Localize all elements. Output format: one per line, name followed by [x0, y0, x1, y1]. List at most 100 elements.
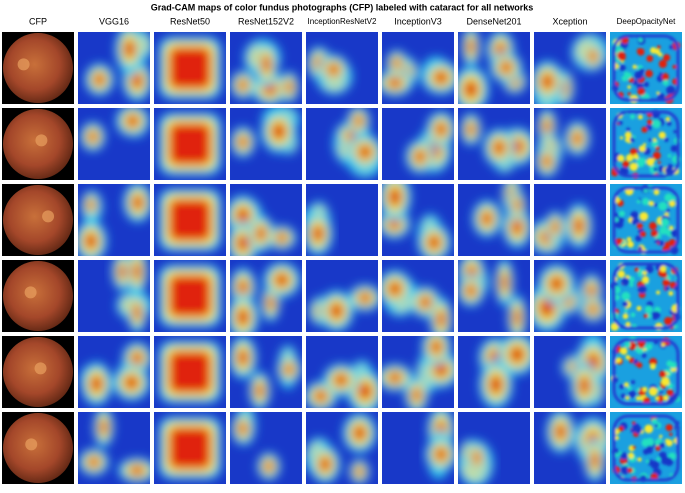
gradcam-map [230, 108, 302, 180]
heat-spot [636, 199, 641, 204]
heat-red [129, 465, 145, 476]
heat-red [355, 466, 364, 477]
heat [612, 184, 680, 255]
fundus [3, 413, 73, 483]
heat-spot [621, 277, 630, 286]
heat-spot [618, 53, 626, 61]
heat-red [388, 187, 402, 207]
heat [159, 265, 221, 327]
heat-spot [641, 353, 647, 359]
heat-spot [652, 151, 661, 160]
heat [231, 412, 281, 480]
heat-spot [643, 348, 647, 352]
heat-spot [657, 386, 662, 392]
heat-spot [643, 448, 649, 455]
heat-spot [669, 361, 677, 369]
heat-red [118, 264, 127, 280]
gradcam-map [458, 412, 530, 484]
fundus-photo [2, 32, 74, 104]
gradcam-map [382, 336, 454, 408]
heat [405, 111, 454, 174]
heat-spot [659, 225, 668, 235]
heat-spot [628, 390, 636, 398]
heat-spot [620, 393, 626, 399]
gradcam-map [382, 32, 454, 104]
heat [306, 201, 333, 256]
column-header: DenseNet201 [466, 16, 521, 26]
heat-spot [659, 72, 663, 77]
heat-red [357, 382, 373, 400]
heat-spot [642, 270, 648, 276]
heat-spot [627, 241, 634, 248]
gradcam-map [154, 108, 226, 180]
heat-red [329, 302, 344, 320]
heat-red [236, 308, 250, 327]
heat-red [87, 199, 95, 211]
heat-spot [636, 159, 645, 168]
heat [561, 336, 606, 408]
gradcam-map [78, 336, 150, 408]
heat-spot [645, 459, 650, 464]
heat-spot [629, 148, 638, 156]
column-header: VGG16 [99, 16, 129, 26]
heat-square [169, 199, 211, 241]
heat-red [285, 80, 293, 94]
heat-red [264, 460, 274, 472]
heat-spot [622, 160, 630, 168]
heat [80, 108, 150, 152]
heat [306, 413, 377, 484]
optic-disc [34, 362, 47, 375]
gradcam-map [610, 108, 682, 180]
gradcam-map [610, 336, 682, 408]
heat-spot [669, 432, 673, 436]
heat-red [319, 456, 332, 472]
heat-spot [672, 64, 677, 69]
optic-disc [25, 438, 38, 451]
heat-spot [629, 162, 638, 171]
heat [159, 37, 221, 99]
gradcam-map [306, 32, 378, 104]
heat [382, 336, 454, 408]
gradcam-map [458, 108, 530, 180]
figure-title: Grad-CAM maps of color fundus photograph… [151, 2, 534, 12]
heat-spot [648, 387, 658, 396]
heat-spot [664, 316, 673, 326]
heat [382, 50, 454, 97]
heat-spot [627, 452, 635, 459]
heat-red [430, 339, 443, 355]
heat [230, 262, 300, 332]
gradcam-map [154, 336, 226, 408]
heat-spot [620, 452, 628, 460]
heat-square [169, 123, 211, 165]
heat-spot [655, 146, 660, 151]
heat-square [169, 275, 211, 317]
heat-spot [670, 145, 678, 152]
column-header: InceptionV3 [394, 16, 442, 26]
heat-spot [626, 237, 632, 242]
heat-red [388, 218, 401, 230]
heat-spot [650, 460, 660, 470]
heat [479, 336, 530, 408]
heat-red [554, 423, 567, 441]
heat-square [169, 427, 211, 469]
heat-spot [643, 313, 649, 319]
heat-spot [632, 135, 636, 139]
heat-spot [661, 343, 665, 347]
heat-spot [641, 126, 648, 133]
heat [159, 189, 221, 251]
heat-spot [625, 396, 630, 400]
heat-ring [612, 262, 680, 330]
optic-disc [42, 210, 55, 223]
heat-red [511, 218, 523, 236]
heat-red [467, 38, 475, 55]
heat [79, 412, 150, 483]
heat-ring [612, 338, 680, 406]
heat-spot [670, 88, 675, 93]
heat-spot [617, 154, 625, 162]
heat-spot [610, 322, 619, 331]
heat-spot [648, 138, 652, 142]
heat-red [238, 135, 248, 148]
heat-spot [645, 69, 653, 78]
heat-spot [667, 153, 672, 158]
heat-spot [628, 357, 635, 364]
